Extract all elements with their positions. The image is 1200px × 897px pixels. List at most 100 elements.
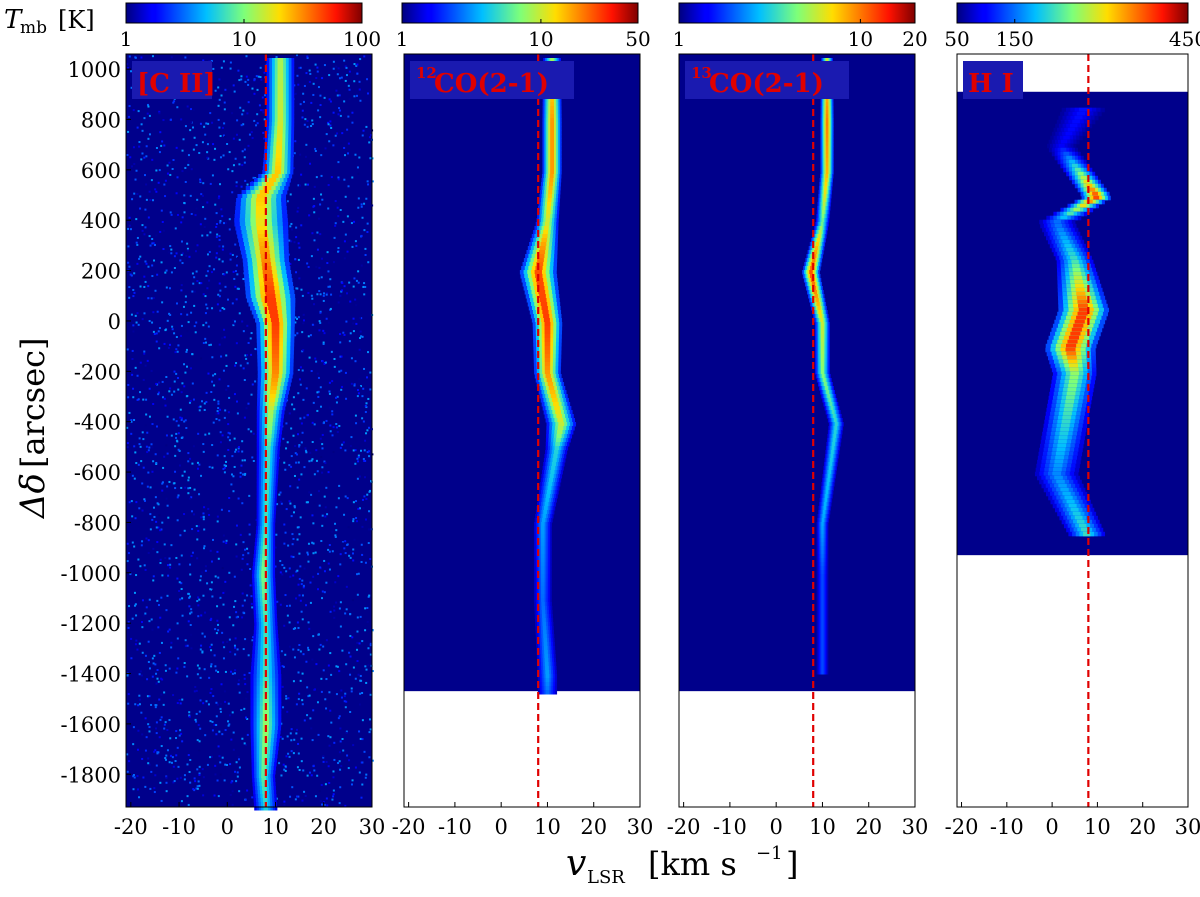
noise-pixel bbox=[309, 162, 312, 165]
noise-pixel bbox=[214, 575, 217, 578]
noise-pixel bbox=[137, 558, 140, 561]
emission-strip bbox=[541, 538, 545, 543]
noise-pixel bbox=[145, 736, 148, 739]
noise-pixel bbox=[335, 401, 338, 404]
emission-strip bbox=[541, 526, 545, 531]
noise-pixel bbox=[183, 778, 186, 781]
noise-pixel bbox=[237, 287, 240, 290]
noise-pixel bbox=[141, 733, 144, 736]
noise-pixel bbox=[320, 174, 323, 177]
emission-strip bbox=[271, 354, 280, 359]
noise-pixel bbox=[318, 648, 321, 651]
emission-strip bbox=[261, 782, 267, 787]
noise-pixel bbox=[139, 391, 142, 394]
noise-pixel bbox=[141, 224, 144, 227]
emission-strip bbox=[553, 450, 559, 455]
noise-pixel bbox=[340, 142, 343, 145]
noise-pixel bbox=[179, 416, 182, 419]
noise-pixel bbox=[331, 798, 334, 801]
noise-pixel bbox=[323, 591, 326, 594]
noise-pixel bbox=[317, 86, 320, 89]
emission-strip bbox=[543, 314, 550, 319]
noise-pixel bbox=[259, 66, 262, 69]
noise-pixel bbox=[148, 235, 151, 238]
noise-pixel bbox=[205, 274, 208, 277]
noise-pixel bbox=[170, 271, 173, 274]
noise-pixel bbox=[349, 332, 352, 335]
noise-pixel bbox=[291, 543, 294, 546]
noise-pixel bbox=[361, 691, 364, 694]
noise-pixel bbox=[315, 360, 318, 363]
noise-pixel bbox=[126, 426, 129, 429]
noise-pixel bbox=[147, 762, 150, 765]
noise-pixel bbox=[148, 620, 151, 623]
noise-pixel bbox=[208, 250, 211, 253]
emission-strip bbox=[823, 190, 827, 195]
noise-pixel bbox=[240, 124, 243, 127]
noise-pixel bbox=[291, 403, 294, 406]
noise-pixel bbox=[133, 192, 136, 195]
noise-pixel bbox=[136, 748, 139, 751]
noise-pixel bbox=[234, 637, 237, 640]
noise-pixel bbox=[317, 395, 320, 398]
noise-pixel bbox=[184, 166, 187, 169]
noise-pixel bbox=[144, 785, 147, 788]
noise-pixel bbox=[333, 609, 336, 612]
noise-pixel bbox=[339, 341, 342, 344]
noise-pixel bbox=[199, 178, 202, 181]
noise-pixel bbox=[333, 357, 336, 360]
noise-pixel bbox=[347, 767, 350, 770]
noise-pixel bbox=[177, 765, 180, 768]
noise-pixel bbox=[259, 76, 262, 79]
emission-strip bbox=[261, 574, 266, 579]
emission-strip bbox=[276, 138, 283, 143]
noise-pixel bbox=[128, 216, 131, 219]
noise-pixel bbox=[337, 215, 340, 218]
noise-pixel bbox=[163, 723, 166, 726]
noise-pixel bbox=[243, 742, 246, 745]
noise-pixel bbox=[141, 509, 144, 512]
noise-pixel bbox=[155, 461, 158, 464]
noise-pixel bbox=[236, 648, 239, 651]
noise-pixel bbox=[147, 723, 150, 726]
noise-pixel bbox=[213, 158, 216, 161]
noise-pixel bbox=[175, 730, 178, 733]
noise-pixel bbox=[190, 496, 193, 499]
emission-strip bbox=[277, 130, 283, 135]
noise-pixel bbox=[202, 702, 205, 705]
noise-pixel bbox=[152, 242, 155, 245]
noise-pixel bbox=[241, 737, 244, 740]
noise-pixel bbox=[141, 431, 144, 434]
noise-pixel bbox=[213, 723, 216, 726]
noise-pixel bbox=[244, 179, 247, 182]
noise-pixel bbox=[357, 456, 360, 459]
emission-strip bbox=[271, 342, 280, 347]
noise-pixel bbox=[128, 55, 131, 58]
emission-strip bbox=[825, 110, 829, 115]
noise-pixel bbox=[362, 387, 365, 390]
noise-pixel bbox=[338, 484, 341, 487]
noise-pixel bbox=[332, 776, 335, 779]
noise-pixel bbox=[352, 744, 355, 747]
noise-pixel bbox=[367, 528, 370, 531]
noise-pixel bbox=[136, 126, 139, 129]
noise-pixel bbox=[250, 332, 253, 335]
y-tick-label: 200 bbox=[81, 260, 121, 284]
noise-pixel bbox=[148, 695, 151, 698]
emission-strip bbox=[822, 206, 826, 211]
noise-pixel bbox=[242, 123, 245, 126]
noise-pixel bbox=[223, 646, 226, 649]
noise-pixel bbox=[220, 508, 223, 511]
emission-strip bbox=[548, 478, 554, 483]
noise-pixel bbox=[170, 213, 173, 216]
noise-pixel bbox=[246, 733, 249, 736]
noise-pixel bbox=[144, 654, 147, 657]
noise-pixel bbox=[136, 193, 139, 196]
noise-pixel bbox=[365, 406, 368, 409]
noise-pixel bbox=[357, 392, 360, 395]
noise-pixel bbox=[152, 662, 155, 665]
noise-pixel bbox=[143, 117, 146, 120]
colorbar-tick-label: 10 bbox=[528, 27, 553, 51]
noise-pixel bbox=[339, 625, 342, 628]
noise-pixel bbox=[219, 156, 222, 159]
